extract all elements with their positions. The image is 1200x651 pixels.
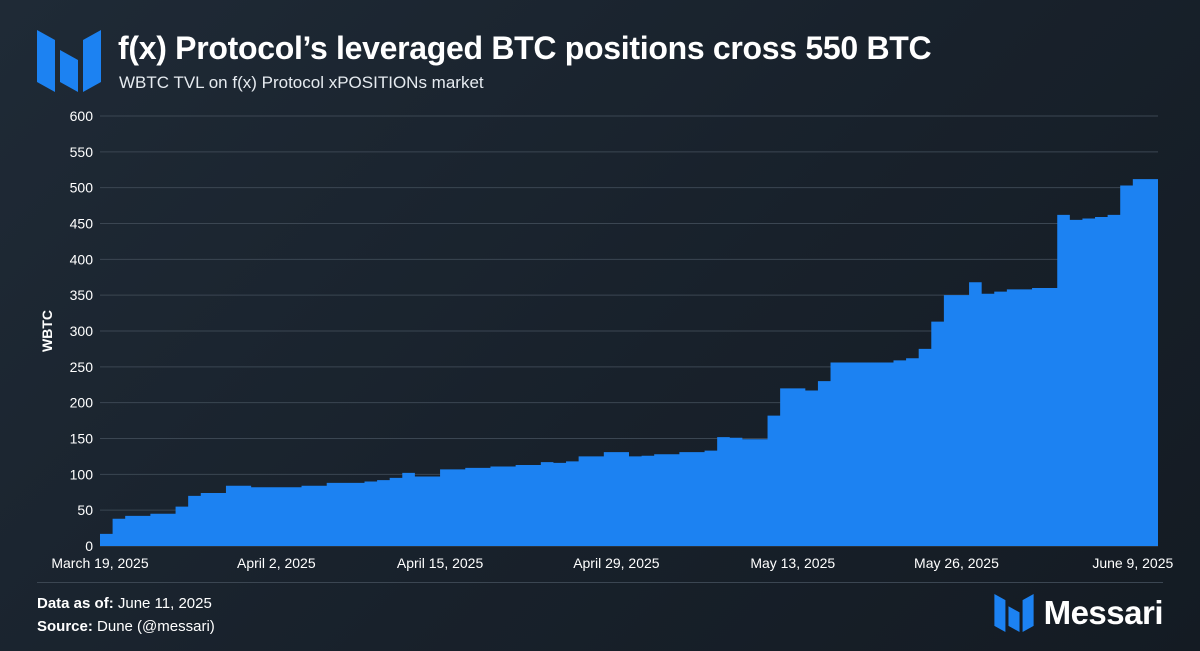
x-tick-label: April 2, 2025: [237, 555, 316, 571]
y-tick-label: 50: [77, 502, 93, 518]
y-tick-label: 150: [70, 431, 94, 447]
y-tick-label: 450: [70, 216, 94, 232]
y-tick-label: 300: [70, 323, 94, 339]
y-tick-label: 550: [70, 144, 94, 160]
y-tick-label: 250: [70, 359, 94, 375]
x-tick-label: May 13, 2025: [750, 555, 835, 571]
x-tick-label: June 9, 2025: [1092, 555, 1173, 571]
data-as-of: Data as of: June 11, 2025: [37, 595, 212, 612]
brand: Messari: [993, 594, 1164, 632]
source-value: Dune (@messari): [97, 618, 215, 635]
y-tick-label: 100: [70, 466, 94, 482]
x-tick-label: May 26, 2025: [914, 555, 999, 571]
y-tick-label: 600: [70, 108, 94, 124]
source-label: Source:: [37, 618, 93, 635]
data-as-of-label: Data as of:: [37, 595, 114, 612]
y-tick-label: 200: [70, 395, 94, 411]
wbtc-tvl-area: [100, 148, 1158, 546]
brand-name: Messari: [1043, 594, 1164, 631]
x-tick-label: April 29, 2025: [573, 555, 660, 571]
data-as-of-value: June 11, 2025: [117, 595, 212, 612]
chart-title: f(x) Protocol’s leveraged BTC positions …: [118, 30, 932, 66]
area-chart: 0 50 100 150 200 250 300 350 400 450 500 550 600 WBTC…: [39, 108, 1173, 571]
chart-subtitle: WBTC TVL on f(x) Protocol xPOSITIONs mar…: [119, 73, 484, 92]
y-tick-label: 0: [85, 538, 93, 554]
source: Source: Dune (@messari): [37, 618, 215, 635]
messari-logo-icon: [993, 594, 1034, 632]
y-tick-label: 400: [70, 251, 94, 267]
y-tick-label: 500: [70, 180, 94, 196]
y-tick-label: 350: [70, 287, 94, 303]
footer-divider: [37, 582, 1163, 583]
x-tick-label: March 19, 2025: [51, 555, 148, 571]
messari-logo-icon: [37, 30, 101, 92]
y-axis-label: WBTC: [39, 310, 55, 352]
x-tick-label: April 15, 2025: [397, 555, 484, 571]
